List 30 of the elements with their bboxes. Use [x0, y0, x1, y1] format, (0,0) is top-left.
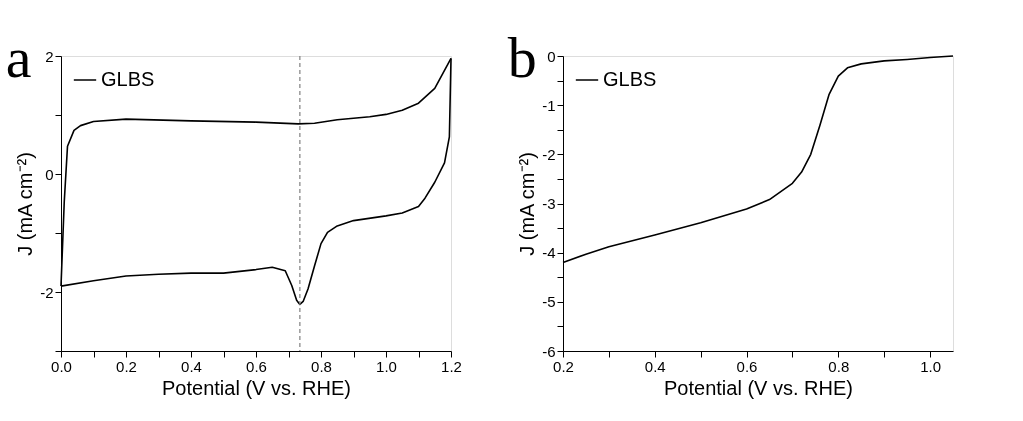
x-axis-title: Potential (V vs. RHE): [162, 376, 351, 399]
y-tick-label: -2: [40, 283, 54, 301]
x-tick-label: 0.4: [181, 357, 202, 375]
x-tick-label: 0.8: [828, 357, 850, 375]
x-tick-label: 1.0: [376, 357, 397, 375]
y-axis-title: J (mA cm⁻²): [516, 152, 539, 256]
y-tick-label: -5: [542, 293, 556, 311]
x-tick-label: 0.6: [736, 357, 758, 375]
x-tick-label: 0.6: [246, 357, 267, 375]
x-tick-label: 1.2: [441, 357, 462, 375]
x-tick-label: 1.0: [920, 357, 941, 375]
y-tick-label: 0: [547, 47, 556, 65]
y-tick-label: -1: [542, 96, 556, 114]
legend-label: GLBS: [603, 68, 657, 90]
chart-title: a: [5, 25, 32, 90]
y-tick-label: 0: [45, 165, 54, 183]
x-axis-title: Potential (V vs. RHE): [664, 376, 853, 399]
x-tick-label: 0.4: [644, 357, 666, 375]
y-tick-label: -6: [542, 342, 556, 360]
x-tick-label: 0.2: [116, 357, 137, 375]
legend-label: GLBS: [101, 68, 155, 90]
chart-title: b: [507, 25, 537, 90]
y-axis-title: J (mA cm⁻²): [14, 152, 37, 256]
y-tick-label: -4: [542, 244, 556, 262]
x-tick-label: 0.8: [311, 357, 332, 375]
y-tick-label: 2: [45, 47, 54, 65]
y-tick-label: -3: [542, 195, 556, 212]
x-tick-label: 0.2: [553, 357, 574, 375]
y-tick-label: -2: [542, 145, 556, 163]
x-tick-label: 0.0: [51, 357, 72, 375]
